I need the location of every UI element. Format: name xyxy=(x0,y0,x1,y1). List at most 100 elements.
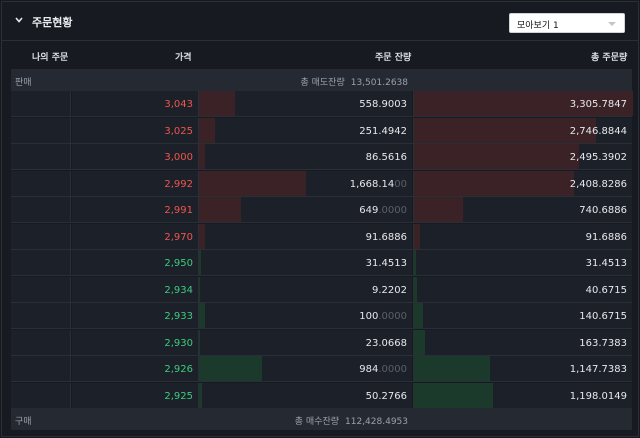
remaining-depth-bar xyxy=(199,223,205,249)
total-depth-bar xyxy=(414,356,491,381)
my-order-cell xyxy=(11,223,71,249)
bid-row[interactable]: 2,933 100.0000 140.6715 xyxy=(11,303,632,329)
total-depth-bar xyxy=(414,197,464,222)
total-cell: 163.7383 xyxy=(413,329,632,355)
remaining-value: 86.5616 xyxy=(365,152,407,163)
bid-row[interactable]: 2,930 23.0668 163.7383 xyxy=(11,329,632,356)
remaining-cell: 50.2766 xyxy=(198,382,412,408)
column-header: 나의 주문 가격 주문 잔량 총 주문량 xyxy=(2,40,638,69)
col-total: 총 주문량 xyxy=(591,53,628,63)
price-value: 2,925 xyxy=(164,390,193,402)
ask-row[interactable]: 3,025 251.4942 2,746.8844 xyxy=(11,117,632,144)
chevron-down-icon[interactable] xyxy=(14,15,24,25)
total-value: 2,408.8286 xyxy=(569,178,627,190)
buy-label: 구매 xyxy=(15,417,32,427)
my-order-cell xyxy=(11,197,71,222)
sell-section-header: 판매 총 매도잔량 13,501.2638 xyxy=(11,69,632,91)
remaining-value: 9.2202 xyxy=(372,284,407,296)
remaining-value: 251.4942 xyxy=(359,125,407,137)
remaining-cell: 251.4942 xyxy=(198,117,412,143)
price-cell[interactable]: 2,991 xyxy=(72,197,198,222)
price-cell[interactable]: 3,000 xyxy=(72,144,198,169)
total-value: 2,746.8844 xyxy=(569,125,627,137)
remaining-cell: 91.6886 xyxy=(198,223,412,249)
total-cell: 2,495.3902 xyxy=(413,144,632,169)
remaining-cell: 86.5616 xyxy=(198,144,412,169)
price-cell[interactable]: 3,043 xyxy=(72,91,198,116)
price-value: 3,025 xyxy=(164,125,193,137)
price-value: 2,992 xyxy=(164,178,193,190)
price-value: 2,926 xyxy=(164,364,193,375)
total-depth-bar xyxy=(414,117,596,143)
buy-total: 총 매수잔량 112,428.4953 xyxy=(294,417,408,427)
remaining-depth-bar xyxy=(199,329,201,355)
price-cell[interactable]: 2,933 xyxy=(72,303,198,328)
total-depth-bar xyxy=(414,382,494,408)
remaining-depth-bar xyxy=(199,91,235,116)
remaining-depth-bar xyxy=(199,144,205,169)
price-cell[interactable]: 2,934 xyxy=(72,276,198,302)
my-order-cell xyxy=(11,276,71,302)
total-depth-bar xyxy=(414,144,580,169)
price-cell[interactable]: 2,992 xyxy=(72,170,198,196)
remaining-value: 31.4513 xyxy=(365,258,407,269)
price-value: 3,000 xyxy=(164,152,193,163)
price-value: 2,970 xyxy=(164,231,193,243)
remaining-value: 1,668.1400 xyxy=(349,178,407,190)
ask-row[interactable]: 2,970 91.6886 91.6886 xyxy=(11,223,632,250)
total-depth-bar xyxy=(414,276,417,302)
price-value: 2,930 xyxy=(164,337,193,349)
my-order-cell xyxy=(11,91,71,116)
ask-row[interactable]: 2,992 1,668.1400 2,408.8286 xyxy=(11,170,632,197)
remaining-depth-bar xyxy=(199,356,263,381)
my-order-cell xyxy=(11,356,71,381)
sell-label: 판매 xyxy=(15,78,32,88)
remaining-depth-bar xyxy=(199,303,206,328)
price-cell[interactable]: 2,970 xyxy=(72,223,198,249)
price-cell[interactable]: 2,930 xyxy=(72,329,198,355)
price-cell[interactable]: 2,926 xyxy=(72,356,198,381)
ask-row[interactable]: 3,000 86.5616 2,495.3902 xyxy=(11,144,632,170)
remaining-value: 23.0668 xyxy=(365,337,407,349)
total-cell: 1,147.7383 xyxy=(413,356,632,381)
price-cell[interactable]: 2,925 xyxy=(72,382,198,408)
total-depth-bar xyxy=(414,303,424,328)
bid-row[interactable]: 2,934 9.2202 40.6715 xyxy=(11,276,632,303)
grouping-dropdown[interactable]: 모아보기 1 xyxy=(509,13,625,33)
remaining-cell: 984.0000 xyxy=(198,356,412,381)
price-value: 2,933 xyxy=(164,311,193,322)
col-my-order: 나의 주문 xyxy=(32,53,69,63)
total-value: 140.6715 xyxy=(579,311,627,322)
remaining-value: 91.6886 xyxy=(365,231,407,243)
total-value: 163.7383 xyxy=(579,337,627,349)
remaining-value: 100.0000 xyxy=(359,311,407,322)
total-cell: 31.4513 xyxy=(413,250,632,275)
bid-row[interactable]: 2,925 50.2766 1,198.0149 xyxy=(11,382,632,409)
total-cell: 91.6886 xyxy=(413,223,632,249)
bid-row[interactable]: 2,950 31.4513 31.4513 xyxy=(11,250,632,276)
my-order-cell xyxy=(11,144,71,169)
price-value: 2,991 xyxy=(164,205,193,216)
panel-header: 주문현황 모아보기 1 xyxy=(2,2,638,40)
price-value: 2,934 xyxy=(164,284,193,296)
price-cell[interactable]: 2,950 xyxy=(72,250,198,275)
ask-row[interactable]: 3,043 558.9003 3,305.7847 xyxy=(11,91,633,117)
remaining-cell: 1,668.1400 xyxy=(198,170,412,196)
total-depth-bar xyxy=(414,170,574,196)
remaining-value: 558.9003 xyxy=(359,99,407,110)
dropdown-arrow-icon xyxy=(608,22,616,26)
price-value: 2,950 xyxy=(164,258,193,269)
buy-section-header: 구매 총 매수잔량 112,428.4953 xyxy=(11,408,632,430)
remaining-value: 50.2766 xyxy=(365,390,407,402)
remaining-depth-bar xyxy=(199,382,203,408)
total-cell: 1,198.0149 xyxy=(413,382,632,408)
bid-row[interactable]: 2,926 984.0000 1,147.7383 xyxy=(11,356,632,382)
remaining-cell: 9.2202 xyxy=(198,276,412,302)
ask-row[interactable]: 2,991 649.0000 740.6886 xyxy=(11,197,632,223)
price-cell[interactable]: 3,025 xyxy=(72,117,198,143)
price-value: 3,043 xyxy=(164,99,193,110)
remaining-cell: 31.4513 xyxy=(198,250,412,275)
total-value: 1,198.0149 xyxy=(569,390,627,402)
total-value: 31.4513 xyxy=(585,258,627,269)
sell-total: 총 매도잔량 13,501.2638 xyxy=(300,78,408,88)
